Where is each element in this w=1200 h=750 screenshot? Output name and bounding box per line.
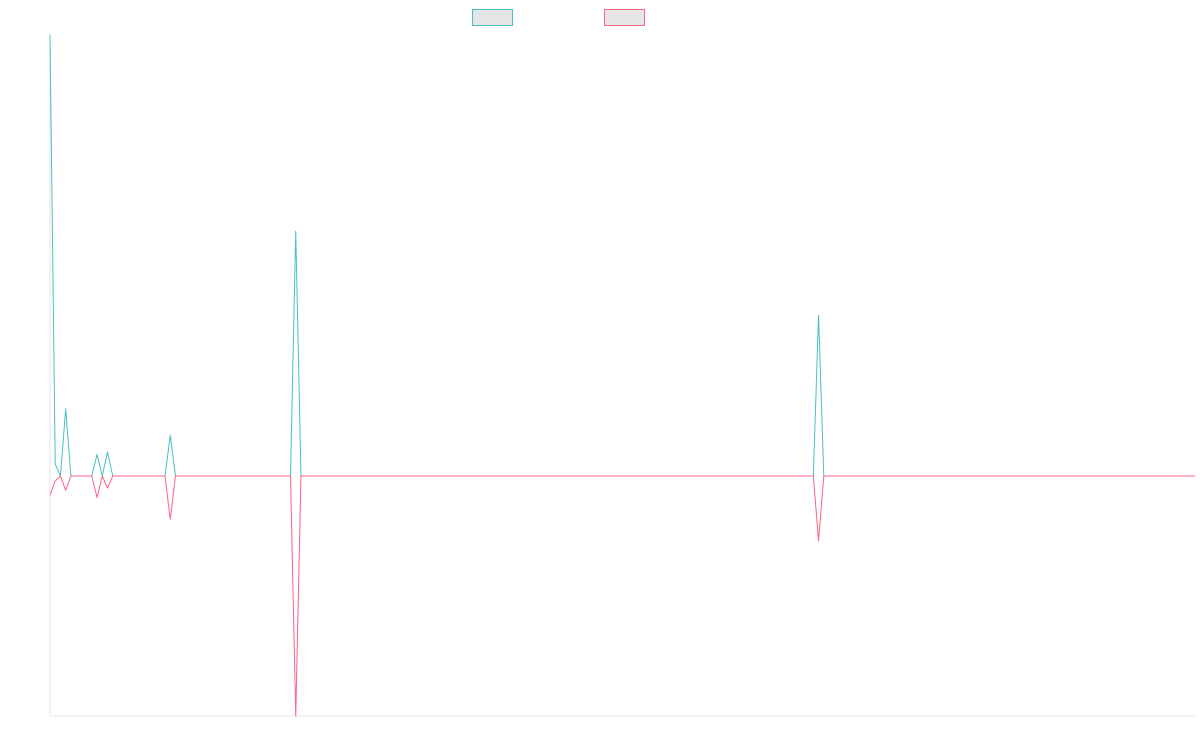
legend: [472, 9, 645, 26]
axes: [49, 36, 1195, 717]
series-group: [49, 34, 1195, 717]
series-line-1: [49, 34, 1195, 477]
legend-swatch-1: [472, 9, 513, 26]
series-line-2: [49, 475, 1195, 717]
legend-swatch-2: [604, 9, 645, 26]
